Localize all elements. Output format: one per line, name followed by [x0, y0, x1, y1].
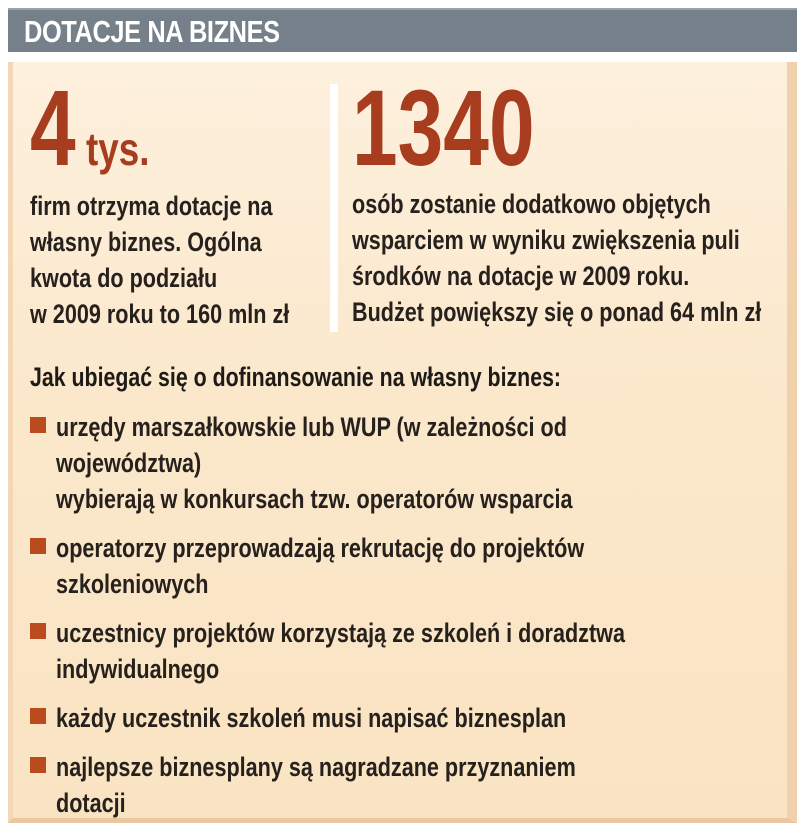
- stat-people-description: osób zostanie dodatkowo objętych wsparci…: [352, 189, 762, 327]
- stat-firms-unit: tys.: [86, 123, 150, 175]
- bullet-square-icon: [30, 417, 46, 433]
- header-bar: DOTACJE NA BIZNES: [8, 8, 797, 52]
- bullet-item: urzędy marszałkowskie lub WUP (w zależno…: [30, 409, 775, 517]
- bullet-item: operatorzy przeprowadzają rekrutację do …: [30, 530, 775, 602]
- stats-row: 4 tys. firm otrzyma dotacje na własny bi…: [30, 67, 775, 332]
- page-title: DOTACJE NA BIZNES: [24, 13, 280, 49]
- stat-firms: 4 tys. firm otrzyma dotacje na własny bi…: [30, 67, 330, 332]
- bullet-square-icon: [30, 757, 46, 773]
- stat-firms-number: 4 tys.: [30, 67, 330, 188]
- bullet-item-text: najlepsze biznesplany są nagradzane przy…: [56, 752, 576, 818]
- stat-people-value: 1340: [352, 67, 535, 188]
- bullet-item-text: urzędy marszałkowskie lub WUP (w zależno…: [56, 412, 573, 514]
- how-to-list: urzędy marszałkowskie lub WUP (w zależno…: [30, 409, 775, 818]
- bullet-square-icon: [30, 538, 46, 554]
- vertical-divider: [330, 84, 338, 332]
- how-to-section: Jak ubiegać się o dofinansowanie na włas…: [30, 362, 775, 392]
- bullet-item: najlepsze biznesplany są nagradzane przy…: [30, 749, 775, 818]
- stat-firms-description: firm otrzyma dotacje na własny biznes. O…: [30, 191, 290, 329]
- bullet-item-text: operatorzy przeprowadzają rekrutację do …: [56, 533, 585, 599]
- bullet-square-icon: [30, 623, 46, 639]
- bullet-item-text: uczestnicy projektów korzystają ze szkol…: [56, 618, 625, 684]
- bullet-square-icon: [30, 708, 46, 724]
- stat-firms-value: 4: [30, 67, 76, 188]
- bullet-item-text: każdy uczestnik szkoleń musi napisać biz…: [56, 703, 567, 733]
- bullet-item: uczestnicy projektów korzystają ze szkol…: [30, 615, 775, 687]
- stat-people: 1340 osób zostanie dodatkowo objętych ws…: [352, 67, 787, 332]
- stat-people-number: 1340: [352, 67, 787, 188]
- bullet-item: każdy uczestnik szkoleń musi napisać biz…: [30, 700, 775, 736]
- infographic-panel: 4 tys. firm otrzyma dotacje na własny bi…: [8, 62, 797, 823]
- how-to-heading: Jak ubiegać się o dofinansowanie na włas…: [30, 362, 562, 392]
